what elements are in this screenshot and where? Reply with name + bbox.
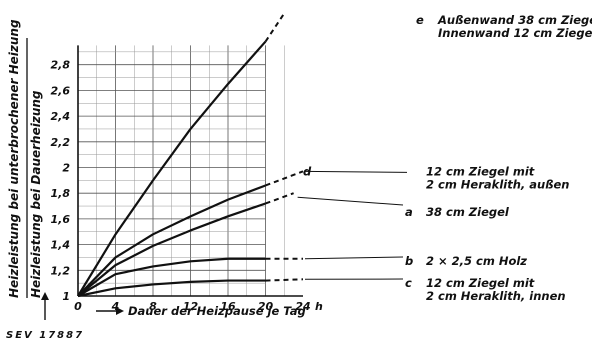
series-line-d [77,184,266,297]
x-tick-label: 20 [258,300,274,313]
series-extension-a [265,192,294,205]
series-id-b: b [405,254,413,268]
series-line-b [77,257,266,297]
label-leader-b [304,256,404,260]
series-label-b: 2 × 2,5 cm Holz [426,254,527,268]
series-extension-e [264,12,286,43]
figure-reference: SEV 17887 [6,330,84,341]
y-tick-label: 2,6 [51,84,71,97]
series-line-a [77,202,266,297]
x-tick-labels: 0 4 8 12 16 20 24 h [74,300,323,313]
y-tick-label: 1,6 [51,213,71,226]
label-leader-a [297,196,404,206]
grid [78,45,285,296]
x-tick-label: 12 [183,300,199,313]
x-tick-label: 0 [74,300,82,313]
series-extension-d [265,170,304,187]
series-label-c: 2 cm Heraklith, innen [426,289,566,303]
x-axis-arrow-head [116,307,124,315]
x-axis-label: Dauer der Heizpause je Tag [128,304,306,318]
series-lines [77,12,304,298]
y-tick-label: 2,8 [51,59,71,72]
series-label-a: 38 cm Ziegel [426,205,510,219]
series-extension-c [265,278,304,282]
series-label-d: 2 cm Heraklith, außen [426,177,569,191]
series-line-e [77,40,267,297]
series-label-e: Innenwand 12 cm Ziegel [438,26,592,40]
y-tick-label: 2,2 [51,136,71,149]
y-tick-label: 1,8 [51,187,71,200]
y-tick-label: 1 [62,290,70,303]
y-tick-labels: 1 1,2 1,4 1,6 1,8 2 2,2 2,4 2,6 2,8 [51,59,71,303]
series-id-a: a [405,205,413,219]
series-label-d: 12 cm Ziegel mit [426,164,535,178]
y-axis-label-top: Heizleistung bei unterbrochener Heizung [7,19,21,298]
y-axis-arrow-head [41,292,49,300]
x-tick-label: 16 [220,300,236,313]
x-axis-unit: h [315,300,323,313]
y-axis-label-bottom: Heizleistung bei Dauerheizung [29,90,43,298]
y-tick-label: 1,2 [51,264,71,277]
y-tick-label: 2 [62,162,70,175]
x-tick-label: 24 [295,300,310,313]
series-line-c [77,279,266,298]
series-id-c: c [405,276,412,290]
x-tick-label: 8 [149,300,157,313]
series-id-e: e [416,13,424,27]
x-tick-label: 4 [111,300,120,313]
series-label-c: 12 cm Ziegel mit [426,276,535,290]
axes [77,45,303,297]
series-label-e: Außenwand 38 cm Ziegel [437,13,592,27]
y-tick-label: 2,4 [51,110,71,123]
label-leader-d [304,170,408,173]
y-tick-label: 1,4 [51,239,71,252]
